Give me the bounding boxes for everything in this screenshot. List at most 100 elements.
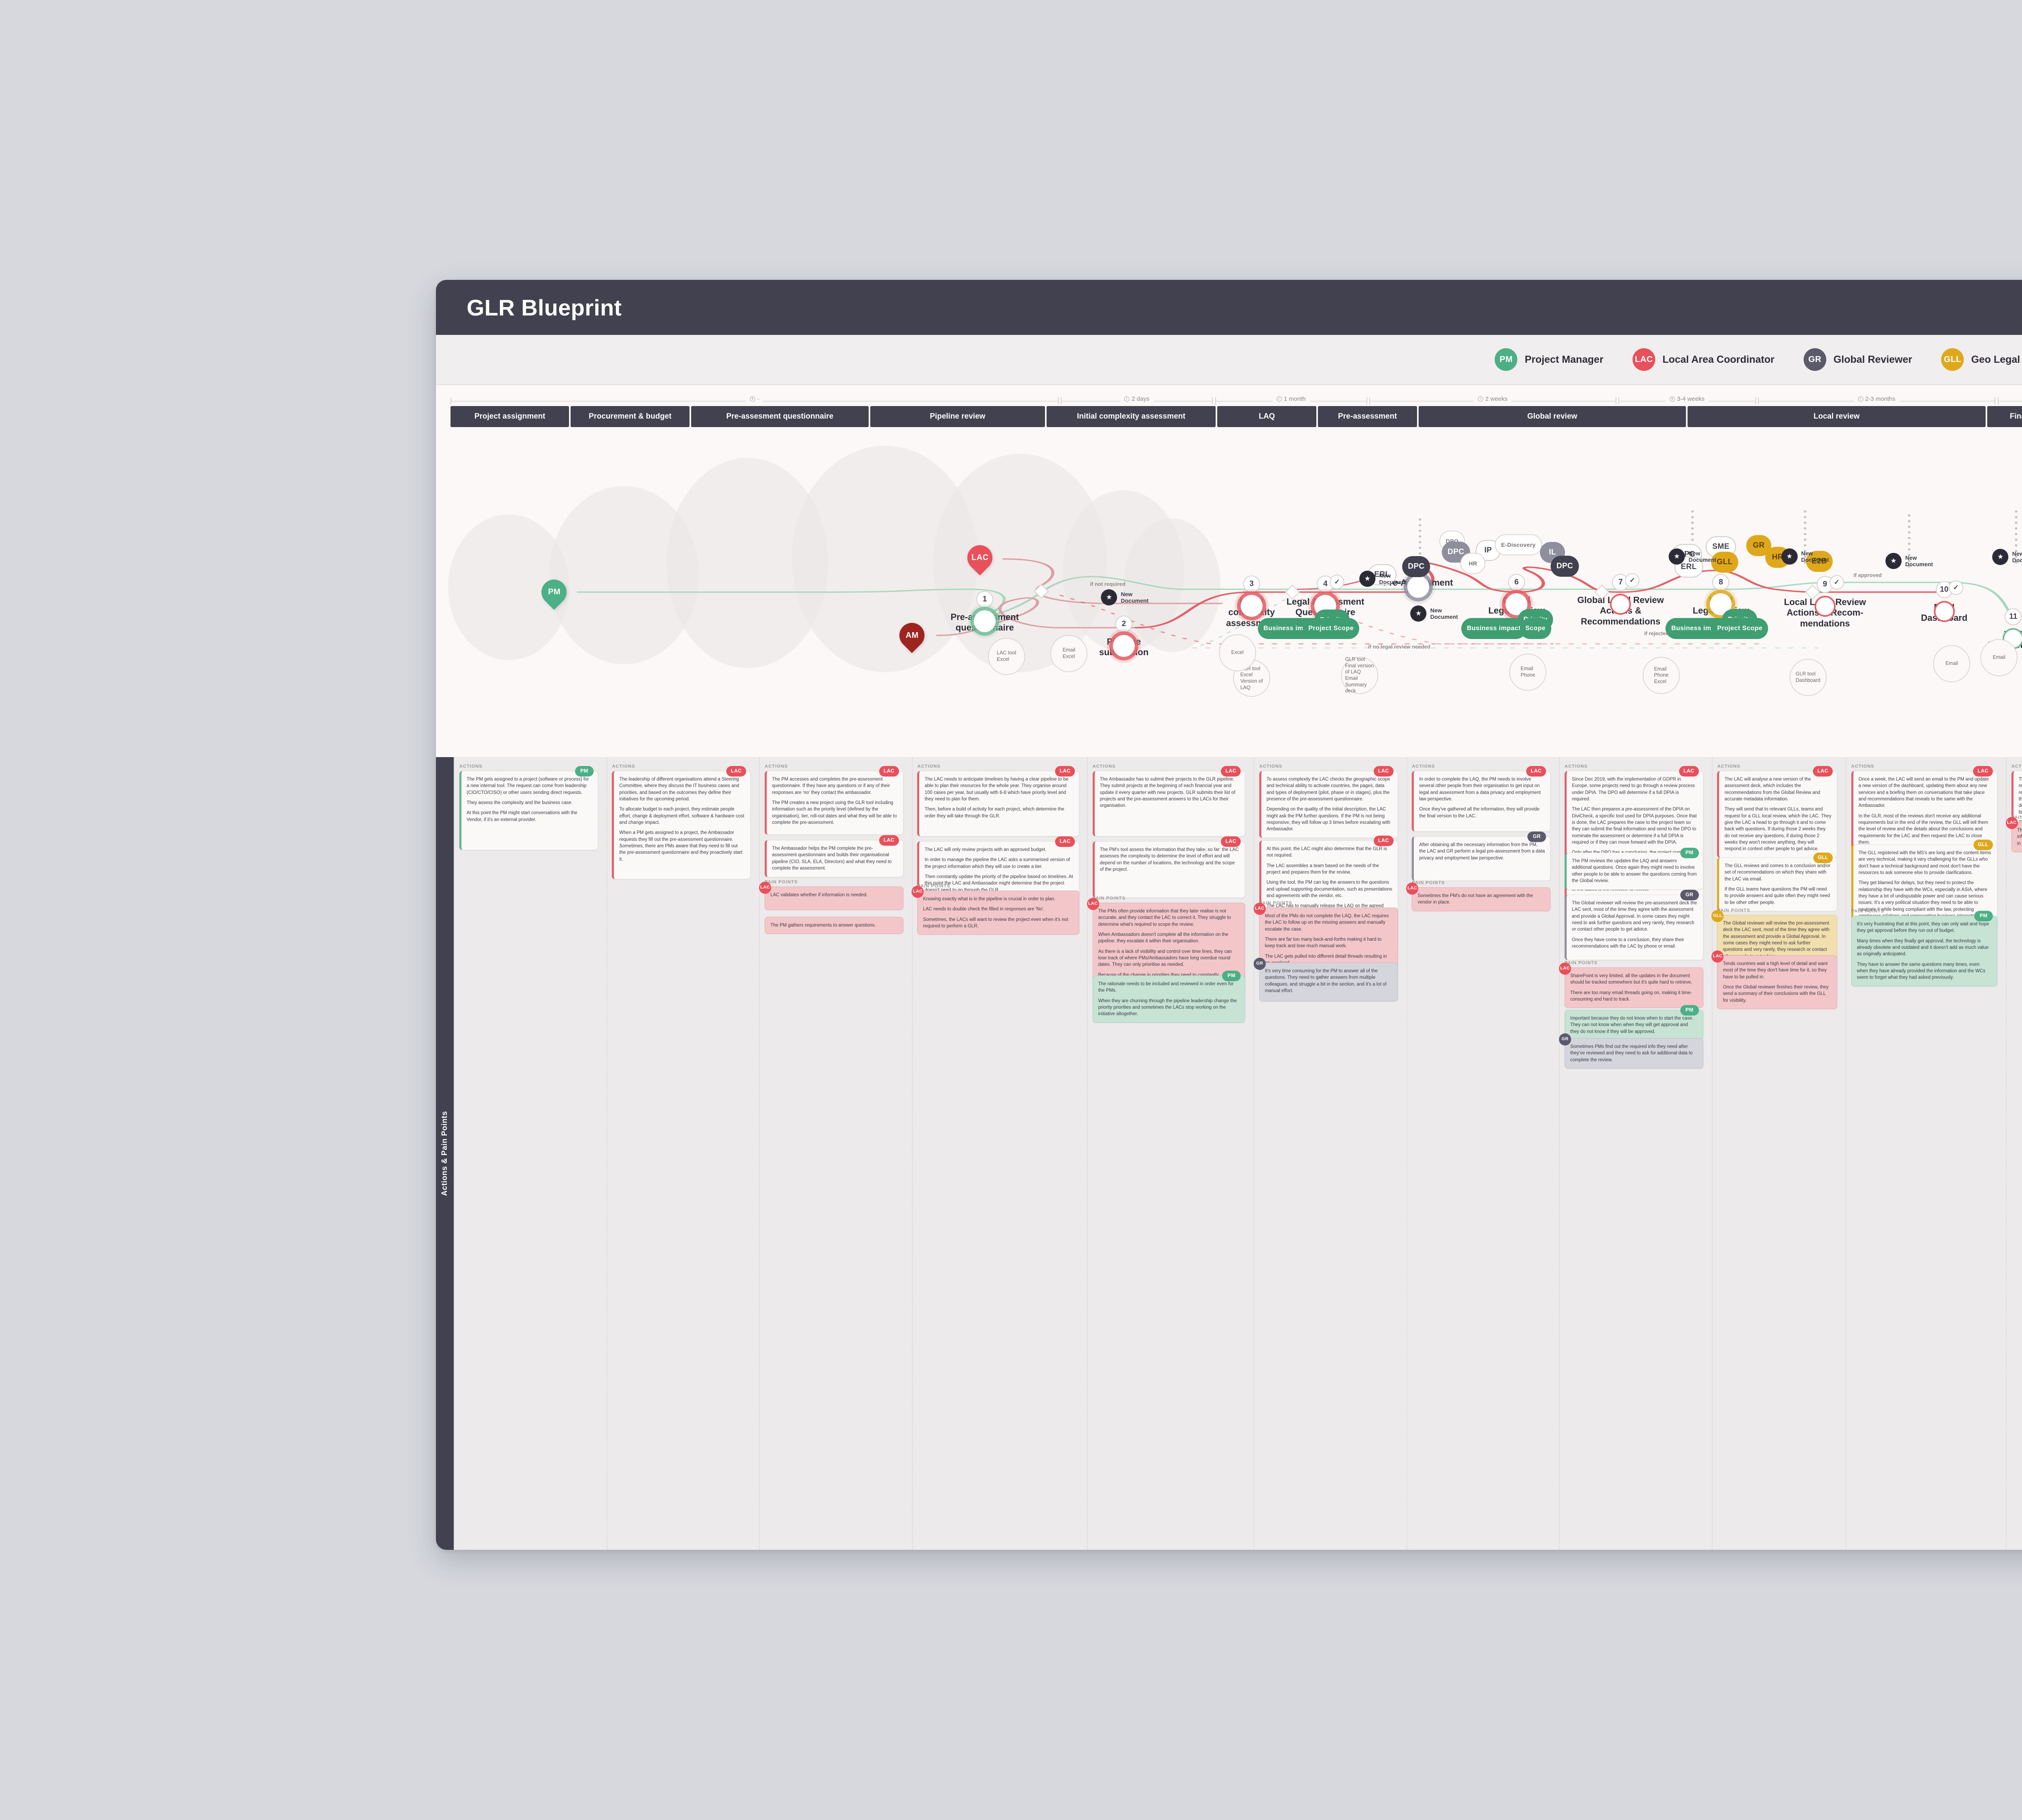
column-divider <box>912 757 913 1550</box>
tool-bubble[interactable]: Email Phone <box>1509 654 1547 691</box>
phase-local-review[interactable]: Local review <box>1687 406 1986 427</box>
tool-bubble[interactable]: Excel <box>1218 634 1256 671</box>
stakeholder-badge-dpc[interactable]: DPC <box>1550 556 1579 577</box>
pain-point-card[interactable]: LAC SharePoint is very limited, all the u… <box>1559 963 1703 1008</box>
tool-bubble[interactable]: Email Excel <box>1050 635 1088 672</box>
action-card[interactable]: LAC The LAC needs to anticipate timelines… <box>917 766 1080 836</box>
document-chip[interactable]: ★New Document <box>1359 571 1407 587</box>
legend-item-lac[interactable]: LAC Local Area Coordinator <box>1632 348 1775 371</box>
legend-item-gr[interactable]: GR Global Reviewer <box>1803 348 1912 371</box>
tool-bubble[interactable]: Email <box>1980 639 2018 676</box>
phase-initial-complexity-assessment[interactable]: Initial complexity assessment <box>1046 406 1216 427</box>
persona-marker-lac[interactable]: LAC <box>962 540 998 576</box>
phase-bar[interactable]: Project assignment Procurement & budget Pr… <box>451 406 2022 427</box>
persona-marker-pm[interactable]: PM <box>536 574 572 610</box>
criteria-tag[interactable]: Project Scope <box>1303 618 1360 639</box>
pain-point-card[interactable]: LAC Sometimes the PM's do not have an agr… <box>1406 882 1551 911</box>
action-card[interactable]: LAC The PM's tool assess the information … <box>1092 836 1246 898</box>
criteria-tag[interactable]: Project Scope <box>1711 618 1768 639</box>
persona-marker-am[interactable]: AM <box>894 618 930 653</box>
action-card[interactable]: LAC The Ambassador has to submit their pr… <box>1092 766 1246 836</box>
criteria-tag[interactable]: Scope <box>1519 618 1551 639</box>
legend-item-pm[interactable]: PM Project Manager <box>1495 348 1603 371</box>
document-chip[interactable]: ★New Document <box>1992 549 2022 565</box>
action-card[interactable]: LAC The LAC will analyse a new version of… <box>1717 766 1837 858</box>
action-card[interactable]: LAC The leadership of different organisat… <box>612 766 751 879</box>
flow-junction-2[interactable] <box>1113 635 1135 657</box>
flow-junction-7[interactable] <box>1612 595 1630 613</box>
phase-pipeline-review[interactable]: Pipeline review <box>870 406 1045 427</box>
stakeholder-badge-e-discovery[interactable]: E-Discovery <box>1495 534 1542 555</box>
stakeholder-badge-e2b[interactable]: E2B <box>1806 551 1833 572</box>
pain-point-card[interactable]: GR It's very time consuming for the PM to… <box>1253 958 1398 1001</box>
pain-point-card[interactable]: The PM gathers requirements to answer qu… <box>764 917 903 934</box>
action-card[interactable]: LAC The LAC will only review projects wit… <box>917 836 1080 899</box>
pain-point-card[interactable]: LAC Most of the PMs do not complete the L… <box>1253 903 1398 972</box>
phase-global-review[interactable]: Global review <box>1418 406 1686 427</box>
pain-point-card[interactable]: PM The rationale needs to be included and… <box>1092 971 1246 1023</box>
card-role-badge: PM <box>575 766 594 777</box>
flow-junction-9[interactable] <box>1816 597 1834 615</box>
document-chip[interactable]: ★New Document <box>1885 553 1933 569</box>
phase-final-decision[interactable]: Final decision <box>1987 406 2022 427</box>
action-card[interactable]: GLL The GLL reviews and comes to a conclu… <box>1717 853 1837 911</box>
card-role-badge: LAC <box>1055 766 1075 777</box>
action-card[interactable]: LAC In order to complete the LAQ, the PM … <box>1412 766 1551 832</box>
section-header-actions: ACTIONS <box>1259 764 1283 769</box>
legend-item-label: Local Area Coordinator <box>1662 353 1775 365</box>
flow-junction-1[interactable] <box>974 610 996 632</box>
action-card[interactable]: PM The PM reviews the updates the LAQ and… <box>1564 848 1703 890</box>
tool-bubble[interactable]: LAC tool Excel <box>988 638 1025 675</box>
tool-bubble[interactable]: Email <box>1933 645 1971 682</box>
pain-point-card[interactable]: LAC Knowing exactly what is in the pipeli… <box>912 886 1080 935</box>
phase-laq[interactable]: LAQ <box>1217 406 1317 427</box>
flow-junction-5[interactable] <box>1407 576 1429 598</box>
action-card[interactable]: GR After obtaining all the necessary info… <box>1412 832 1551 881</box>
pain-point-card[interactable]: PM Important because they do not know whe… <box>1564 1005 1703 1040</box>
flow-junction-3[interactable] <box>1240 595 1263 617</box>
pain-point-card[interactable]: LACThey need to be able to track the inf… <box>2005 817 2022 852</box>
legend-item-gll[interactable]: GLL Geo Legal Lead <box>1941 348 2022 371</box>
stakeholder-badge-hr[interactable]: HR <box>1460 553 1486 574</box>
card-paragraph: After obtaining all the necessary inform… <box>1419 842 1545 861</box>
flow-junction-10[interactable] <box>1935 603 1953 620</box>
blueprint-canvas[interactable]: - 2 days 1 month 2 weeks 3-4 weeks 2-3 months… <box>436 385 2022 757</box>
tool-bubble[interactable]: GLR tool Dashboard <box>1789 659 1827 696</box>
card-paragraph: The LAC will only review projects with a… <box>924 847 1047 852</box>
pain-point-card[interactable]: LAC LAC validates whether if information … <box>759 882 903 910</box>
card-role-badge: LAC <box>1221 836 1241 847</box>
phase-pre-assessment[interactable]: Pre-assessment <box>1318 406 1417 427</box>
notes-columns[interactable]: ACTIONS PM The PM gets assigned to a proje… <box>454 757 2022 1550</box>
document-chip[interactable]: ★New Document <box>1669 548 1716 565</box>
phase-label: Global review <box>1527 412 1578 421</box>
card-role-badge: LAC <box>1087 898 1099 910</box>
column-divider <box>454 757 455 1550</box>
action-card[interactable]: LAC To assess complexity the LAC checks t… <box>1259 766 1398 838</box>
stakeholder-badge-dpc[interactable]: DPC <box>1402 556 1430 577</box>
card-paragraph: Once the Global reviewer finishes their … <box>1723 984 1829 1003</box>
action-card[interactable]: GR The Global reviewer will review the pr… <box>1564 890 1703 960</box>
pain-point-card[interactable]: GR Sometimes PMs find out the required in… <box>1559 1033 1703 1069</box>
duration-segment: 3-4 weeks <box>1618 396 1756 404</box>
tool-bubble[interactable]: GLR tool Final version of LAQ Email Summ… <box>1341 656 1378 694</box>
document-chip[interactable]: ★New Document <box>1781 548 1829 565</box>
document-chip[interactable]: ★New Document <box>1101 589 1148 605</box>
document-chip[interactable]: ★New Document <box>1410 605 1458 622</box>
action-card[interactable]: LAC The PM accesses and completes the pre… <box>764 766 903 835</box>
action-card[interactable]: PM The PM gets assigned to a project (sof… <box>459 766 598 850</box>
tool-bubble[interactable]: Email Phone Excel <box>1643 657 1680 694</box>
step-number-badge: 6 <box>1508 574 1525 591</box>
phase-pre-assesment-questionnaire[interactable]: Pre-assesment questionnaire <box>691 406 869 427</box>
criteria-tag[interactable]: Business impact <box>1461 618 1527 639</box>
action-card[interactable]: LAC The Ambassador helps the PM complete … <box>764 835 903 877</box>
action-card[interactable]: LAC Once a week, the LAC will send an ema… <box>1851 766 1997 851</box>
clock-icon <box>1669 396 1675 402</box>
pain-point-card[interactable]: PM It's very frustrating that at this poi… <box>1851 911 1997 986</box>
role-avatar-gll: GLL <box>1941 348 1964 371</box>
phase-project-assignment[interactable]: Project assignment <box>451 406 569 427</box>
pain-point-card[interactable]: LAC Tends countries wait a high level of … <box>1711 950 1837 1009</box>
phase-procurement-budget[interactable]: Procurement & budget <box>571 406 690 427</box>
stakeholder-badge-gll[interactable]: GLL <box>1711 552 1739 573</box>
card-role-badge: LAC <box>1526 766 1546 777</box>
